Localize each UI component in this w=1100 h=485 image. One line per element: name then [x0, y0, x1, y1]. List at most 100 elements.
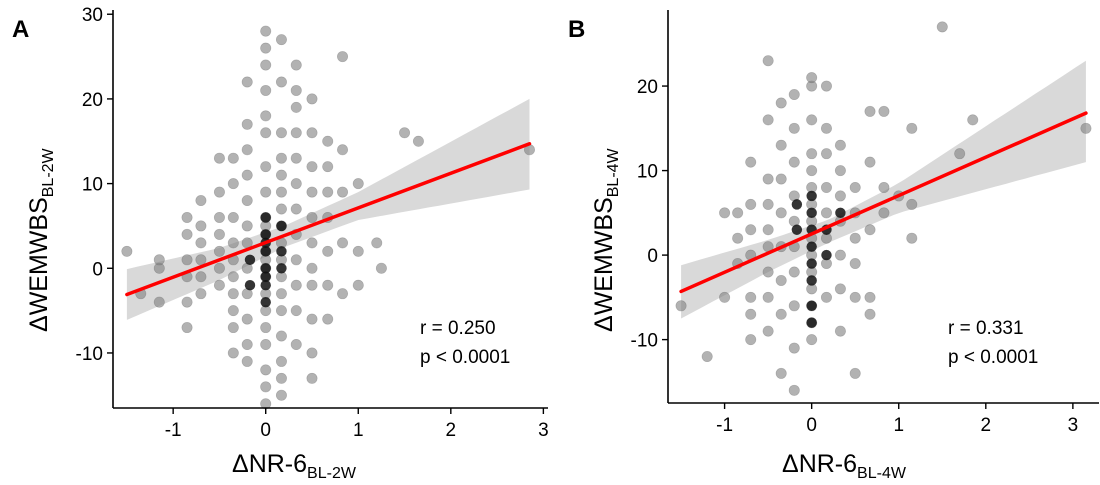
data-point [227, 237, 239, 249]
x-axis-title-main: ΔNR-6 [782, 450, 857, 478]
data-point [878, 105, 890, 117]
data-point [213, 279, 225, 291]
data-point [745, 308, 757, 320]
data-point [227, 322, 239, 334]
data-point [864, 105, 876, 117]
data-point [352, 178, 364, 190]
x-tick-label: -1 [716, 415, 733, 436]
data-point [227, 152, 239, 164]
data-point [806, 334, 818, 346]
data-point-overlap [806, 258, 817, 269]
data-point [967, 114, 979, 126]
data-point [849, 291, 861, 303]
x-tick-label: 2 [446, 420, 457, 441]
data-point [788, 122, 800, 134]
data-point [675, 300, 687, 312]
regression-line [679, 111, 1088, 294]
data-point [820, 122, 832, 134]
data-point-overlap [806, 275, 817, 286]
data-point [153, 296, 165, 308]
data-point [241, 76, 253, 88]
data-point [241, 195, 253, 207]
data-point [806, 72, 818, 84]
data-point [775, 274, 787, 286]
x-axis-title-main: ΔNR-6 [232, 450, 307, 478]
data-point-overlap [260, 246, 271, 257]
data-point [820, 207, 832, 219]
data-point [260, 364, 272, 376]
data-point [864, 156, 876, 168]
x-tick-label: 3 [538, 420, 549, 441]
data-point [820, 181, 832, 193]
data-point [762, 114, 774, 126]
data-point [906, 232, 918, 244]
y-tick-label: 10 [82, 175, 103, 196]
data-point [306, 347, 318, 359]
data-point [322, 161, 334, 173]
data-point [181, 322, 193, 334]
data-point [371, 237, 383, 249]
data-point [275, 330, 287, 342]
data-point [275, 76, 287, 88]
p-annotation: p < 0.0001 [948, 347, 1038, 368]
x-ticks: -1 0 1 2 3 [716, 403, 1078, 436]
data-point [181, 254, 193, 266]
x-axis-title-sub: BL-2W [307, 465, 357, 482]
data-point [241, 338, 253, 350]
data-point [762, 198, 774, 210]
data-point [834, 249, 846, 261]
data-point-overlap [791, 224, 803, 235]
data-point-overlap [806, 207, 817, 219]
data-point-overlap [276, 220, 287, 232]
data-point [306, 262, 318, 274]
data-point [306, 313, 318, 325]
data-point [820, 148, 832, 160]
data-point [213, 228, 225, 240]
axes [112, 10, 548, 409]
data-point [260, 381, 272, 393]
data-point-overlap [260, 280, 271, 291]
y-tick-label: -10 [76, 344, 103, 365]
data-point [306, 93, 318, 105]
data-point [745, 224, 757, 236]
data-point [213, 245, 225, 257]
data-point [260, 59, 272, 71]
data-point [241, 220, 253, 232]
y-axis-title-main: ΔWEMWBS [590, 197, 618, 332]
y-tick-label: -10 [631, 331, 658, 352]
data-point [306, 186, 318, 198]
data-point [241, 169, 253, 181]
data-point [701, 351, 713, 363]
data-point [906, 122, 918, 134]
data-point-overlap [821, 249, 832, 261]
data-point [322, 279, 334, 291]
data-point [775, 367, 787, 379]
data-point [806, 114, 818, 126]
data-point [275, 186, 287, 198]
data-point [260, 84, 272, 96]
data-point [745, 334, 757, 346]
data-point [732, 207, 744, 219]
y-axis-title: ΔWEMWBSBL-4W [590, 147, 622, 332]
data-point [775, 139, 787, 151]
y-ticks: -10 0 10 20 [631, 77, 668, 352]
data-point [337, 144, 349, 156]
data-point [241, 313, 253, 325]
data-point [241, 144, 253, 156]
data-point [762, 291, 774, 303]
data-point [745, 198, 757, 210]
y-axis-title-main: ΔWEMWBS [25, 197, 53, 332]
data-point-overlap [260, 212, 271, 223]
data-point [275, 305, 287, 317]
data-point [864, 308, 876, 320]
data-point-overlap [791, 199, 803, 210]
data-point [260, 186, 272, 198]
confidence-band [126, 98, 530, 320]
data-point [337, 51, 349, 63]
data-point [306, 161, 318, 173]
data-point [275, 203, 287, 215]
data-point [306, 127, 318, 139]
data-point [195, 288, 207, 300]
data-point [227, 211, 239, 223]
